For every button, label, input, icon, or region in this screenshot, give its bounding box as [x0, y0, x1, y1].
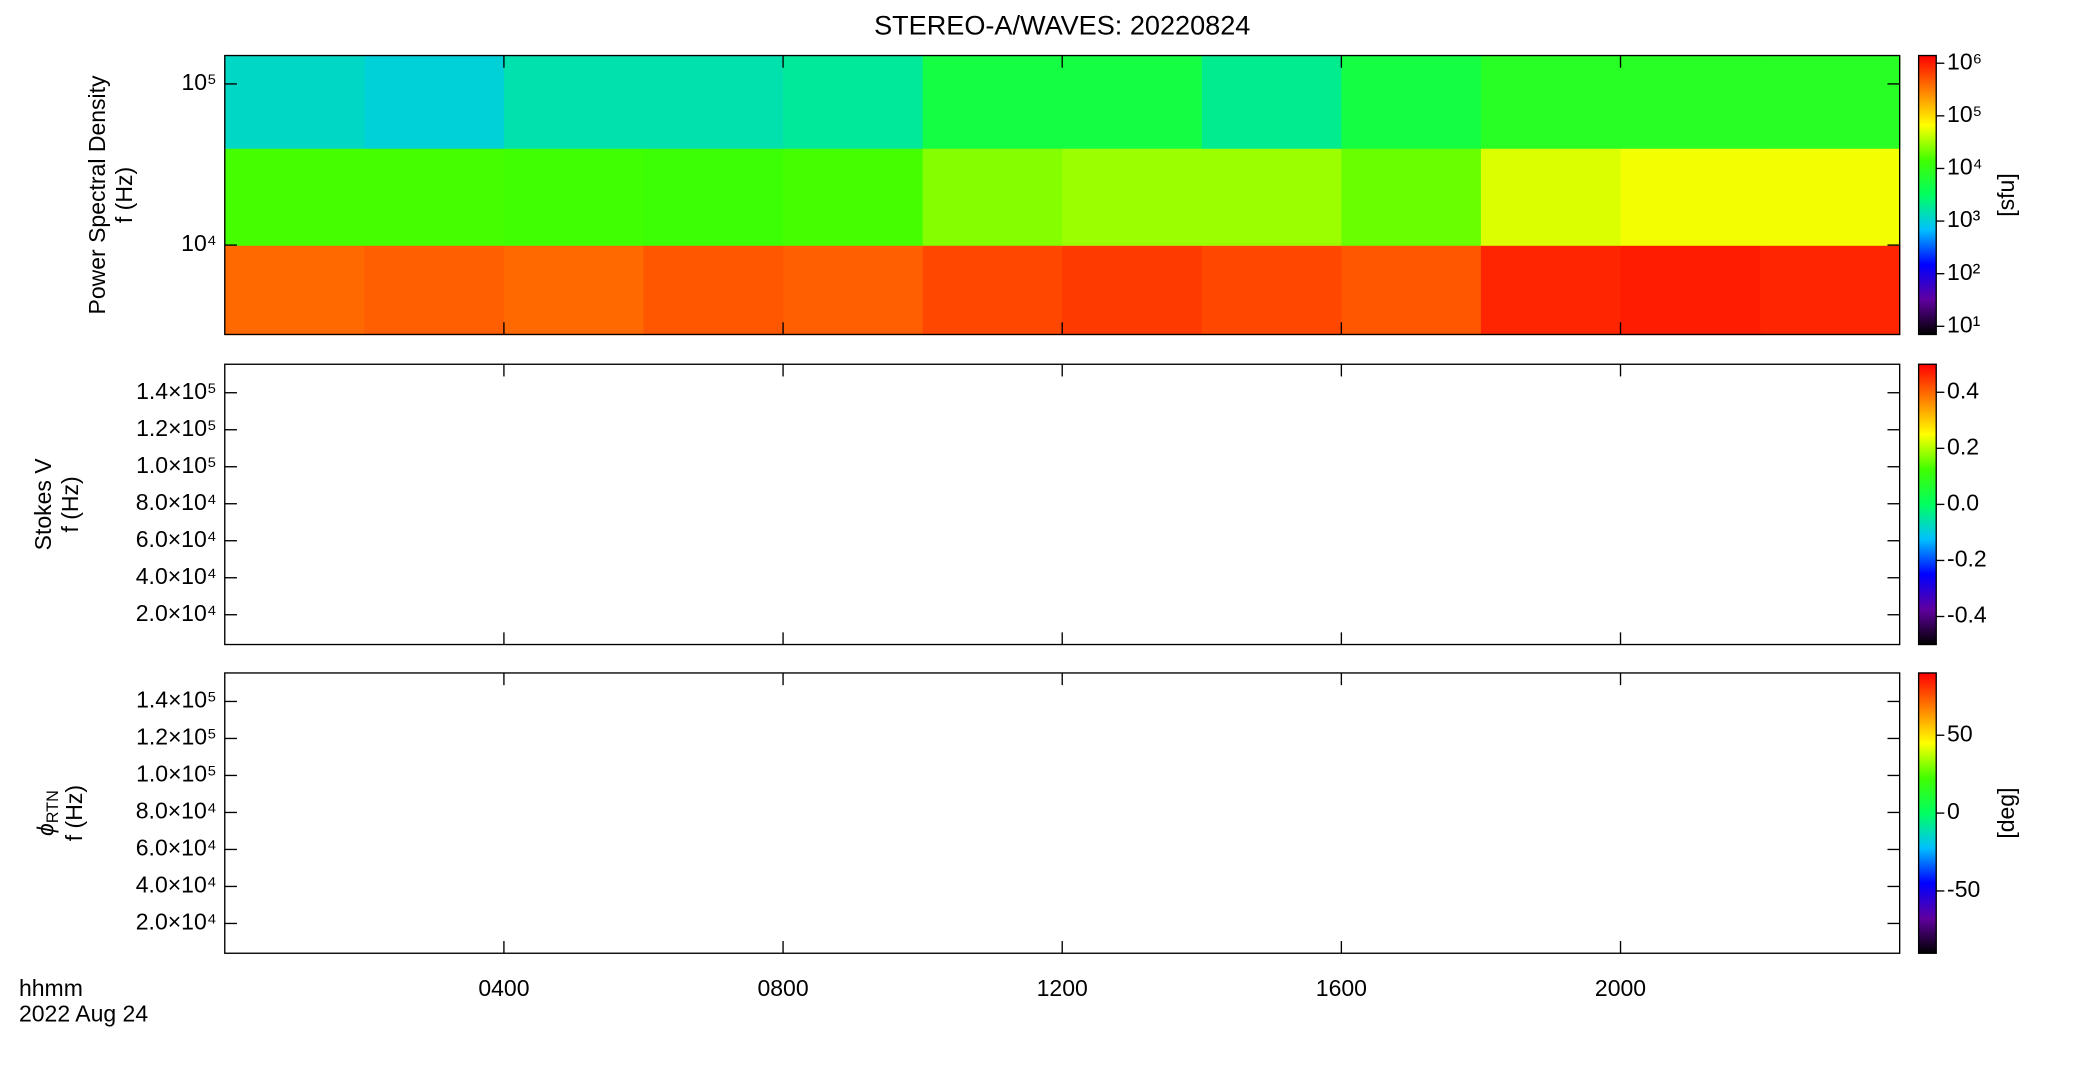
heatmap-cell	[1480, 55, 1622, 149]
y-tick-label: 4.0×10⁴	[136, 563, 217, 589]
colorbar-tick-label: -0.2	[1947, 546, 1987, 572]
date-label: 2022 Aug 24	[19, 1001, 148, 1027]
y-tick-label: 6.0×10⁴	[136, 835, 217, 861]
heatmap-cell	[1620, 245, 1761, 336]
y-tick-label: 1.2×10⁵	[136, 415, 217, 441]
x-tick-label: 2000	[1595, 975, 1646, 1001]
colorbar	[1917, 363, 1937, 646]
heatmap-cell	[1062, 55, 1203, 149]
heatmap-cell	[1480, 148, 1622, 246]
heatmap-cell	[1201, 55, 1343, 149]
y-tick-label: 1.4×10⁵	[136, 687, 217, 713]
y-axis-label: Stokes V	[30, 458, 56, 551]
heatmap-cell	[364, 148, 505, 246]
heatmap-cell	[1760, 148, 1901, 246]
heatmap-cell	[1760, 245, 1901, 336]
heatmap-cell	[1341, 245, 1482, 336]
heatmap-cell	[922, 148, 1063, 246]
heatmap-cell	[503, 148, 645, 246]
chart-title: STEREO-A/WAVES: 20220824	[874, 9, 1250, 40]
x-tick-label: 0800	[757, 975, 808, 1001]
heatmap-cell	[643, 245, 784, 336]
heatmap-cell	[224, 148, 366, 246]
x-axis-label: hhmm	[19, 975, 83, 1001]
y-axis-unit: f (Hz)	[57, 476, 83, 532]
heatmap-cell	[1341, 55, 1482, 149]
heatmap-cell	[783, 55, 924, 149]
colorbar-tick-label: -0.4	[1947, 602, 1987, 628]
y-tick-label: 6.0×10⁴	[136, 526, 217, 552]
heatmap-cell	[922, 55, 1063, 149]
colorbar-tick-label: -50	[1947, 876, 1980, 902]
heatmap-cell	[1201, 245, 1343, 336]
heatmap-cell	[1062, 245, 1203, 336]
heatmap-cell	[643, 148, 784, 246]
y-axis-unit: f (Hz)	[111, 167, 137, 223]
heatmap-cell	[1480, 245, 1622, 336]
y-axis-label: Power Spectral Density	[84, 75, 110, 315]
y-axis-symbol: ϕ	[32, 823, 58, 836]
heatmap-cell	[224, 245, 366, 336]
heatmap-cell	[1062, 148, 1203, 246]
colorbar-tick-label: 0.2	[1947, 433, 1979, 459]
colorbar-tick-label: 0.0	[1947, 489, 1979, 515]
x-tick-label: 1200	[1037, 975, 1088, 1001]
x-tick-label: 1600	[1316, 975, 1367, 1001]
colorbar-tick-label: 50	[1947, 720, 1973, 746]
plot-frame	[224, 363, 1901, 646]
colorbar-tick-label: 10³	[1947, 206, 1981, 232]
heatmap-cell	[503, 55, 645, 149]
heatmap-cell	[1201, 148, 1343, 246]
colorbar-tick-label: 0.4	[1947, 377, 1979, 403]
heatmap-cell	[364, 245, 505, 336]
heatmap-cell	[783, 148, 924, 246]
y-tick-label: 2.0×10⁴	[136, 909, 217, 935]
colorbar-tick-label: 10¹	[1947, 311, 1981, 337]
heatmap-cell	[1620, 55, 1761, 149]
heatmap-cell	[1341, 148, 1482, 246]
colorbar-tick-label: 10⁶	[1947, 48, 1982, 74]
colorbar-tick-label: 10⁵	[1947, 101, 1982, 127]
y-tick-label: 2.0×10⁴	[136, 600, 217, 626]
heatmap-cell	[364, 55, 505, 149]
y-tick-label: 1.0×10⁵	[136, 761, 217, 787]
y-tick-label: 10⁴	[181, 230, 216, 256]
colorbar-tick-label: 10²	[1947, 259, 1981, 285]
heatmap-cell	[503, 245, 645, 336]
colorbar-label: [sfu]	[1993, 173, 2019, 216]
x-tick-label: 0400	[478, 975, 529, 1001]
heatmap-cell	[783, 245, 924, 336]
colorbar-tick-label: 10⁴	[1947, 154, 1982, 180]
plot-frame	[224, 672, 1901, 954]
heatmap-cell	[224, 55, 366, 149]
y-tick-label: 8.0×10⁴	[136, 798, 217, 824]
y-tick-label: 1.2×10⁵	[136, 724, 217, 750]
colorbar-label: [deg]	[1993, 788, 2019, 839]
heatmap-cell	[1620, 148, 1761, 246]
colorbar	[1917, 672, 1937, 954]
y-tick-label: 8.0×10⁴	[136, 489, 217, 515]
y-axis-label: ϕRTN	[32, 790, 62, 836]
colorbar-tick-label: 0	[1947, 798, 1960, 824]
y-tick-label: 1.0×10⁵	[136, 452, 217, 478]
colorbar	[1917, 54, 1937, 336]
y-axis-unit: f (Hz)	[61, 785, 87, 841]
y-tick-label: 4.0×10⁴	[136, 872, 217, 898]
heatmap-cell	[643, 55, 784, 149]
heatmap-cell	[1760, 55, 1901, 149]
heatmap-cell	[922, 245, 1063, 336]
y-tick-label: 10⁵	[182, 69, 217, 95]
y-tick-label: 1.4×10⁵	[136, 378, 217, 404]
y-axis-subscript: RTN	[44, 790, 62, 823]
